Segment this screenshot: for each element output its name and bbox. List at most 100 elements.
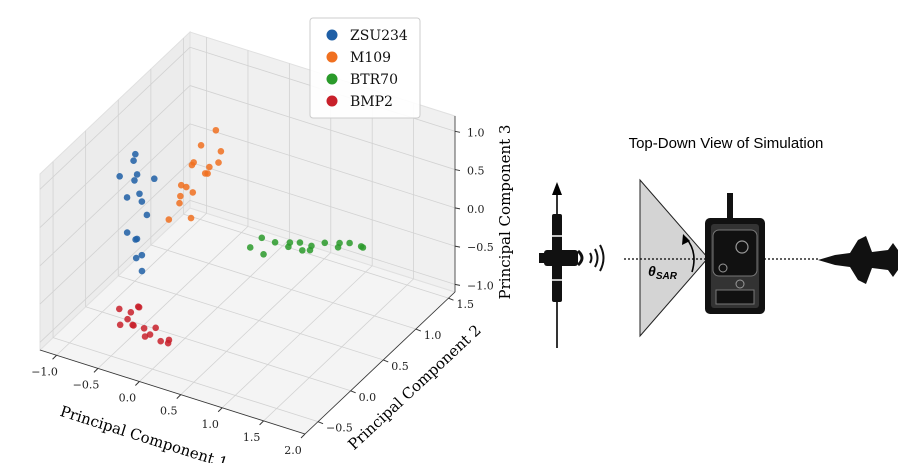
z-tick-label: 0.0 <box>467 203 485 216</box>
grid-line <box>221 265 373 409</box>
x-tick <box>176 394 182 399</box>
point <box>201 170 209 177</box>
jet-icon <box>818 236 898 284</box>
x-tick-label: −1.0 <box>31 365 58 378</box>
grid-line <box>180 252 332 395</box>
point <box>246 244 254 251</box>
grid-line <box>150 244 416 330</box>
scatter-3d: −1.0 −0.5 0.0 0.5 1.0 1.5 2.0 −0.5 0.0 0.5 1.0 1.5 −… <box>31 17 514 463</box>
point <box>306 246 314 254</box>
grid-line <box>97 226 249 369</box>
z-tick-label: 0.5 <box>467 165 485 178</box>
point <box>189 189 197 196</box>
z-tick <box>454 207 461 210</box>
grid-line <box>39 85 191 228</box>
y-tick-label: 0.5 <box>391 360 409 373</box>
point <box>217 147 225 155</box>
x-tick <box>52 354 57 360</box>
x-tick-label: 1.0 <box>201 418 219 431</box>
z-axis-title: Principal Component 3 <box>496 125 514 300</box>
grid-line <box>189 161 456 247</box>
angle-arrow <box>682 234 690 245</box>
point <box>132 150 139 158</box>
grid-line <box>139 239 290 382</box>
point <box>138 251 146 259</box>
z-tick <box>454 169 461 172</box>
point <box>132 236 139 243</box>
point <box>123 194 131 201</box>
z-tick-label: −0.5 <box>467 241 494 254</box>
satellite-icon <box>539 214 584 302</box>
point <box>334 243 342 251</box>
point <box>135 303 143 311</box>
point <box>271 239 279 246</box>
angle-subscript: SAR <box>656 271 678 282</box>
x-tick <box>300 433 306 439</box>
y-tick <box>383 359 389 363</box>
x-tick-label: −0.5 <box>73 378 100 391</box>
point <box>150 175 158 183</box>
grid-line <box>52 337 319 423</box>
tank-icon <box>705 193 765 314</box>
diagram-title: Top-Down View of Simulation <box>629 135 824 152</box>
point <box>152 324 159 332</box>
grid-line <box>56 212 207 356</box>
point <box>215 159 222 166</box>
axis-line <box>304 291 456 435</box>
point <box>140 324 148 332</box>
x-tick-label: 0.0 <box>119 392 137 405</box>
y-tick-label: 0.0 <box>359 391 377 404</box>
x-tick <box>93 368 99 373</box>
point <box>115 305 123 313</box>
legend-box <box>309 17 421 119</box>
arrow-head <box>552 182 562 195</box>
legend: ZSU234 M109 BTR70 BMP2 <box>309 17 421 119</box>
grid-line <box>189 123 456 209</box>
grid-line <box>39 161 191 305</box>
z-tick <box>454 130 461 133</box>
point <box>359 244 367 251</box>
point <box>346 239 353 247</box>
point <box>132 254 140 262</box>
point <box>187 214 195 222</box>
point <box>285 243 292 251</box>
z-tick <box>454 283 461 286</box>
grid-line <box>263 278 414 422</box>
z-tick-label: 1.0 <box>467 126 485 139</box>
point <box>133 171 141 178</box>
point <box>131 177 138 184</box>
point <box>130 157 137 164</box>
point <box>212 126 220 134</box>
legend-marker <box>326 29 338 41</box>
point <box>127 308 135 316</box>
point <box>197 141 205 149</box>
grid-line <box>39 47 191 190</box>
y-tick <box>350 390 356 394</box>
grid-line <box>183 213 449 299</box>
y-tick-label: 1.5 <box>456 298 474 311</box>
x-tick-label: 1.5 <box>243 431 261 444</box>
simulation-diagram: Top-Down View of Simulation θSAR <box>539 135 898 348</box>
radio-waves <box>589 244 605 272</box>
y-tick-label: 1.0 <box>424 329 442 342</box>
legend-label: BMP2 <box>350 94 393 110</box>
point <box>258 234 266 242</box>
x-tick-label: 0.5 <box>160 405 178 418</box>
point <box>296 239 304 246</box>
legend-marker <box>326 51 338 63</box>
point <box>138 198 146 205</box>
x-axis-title: Principal Component 1 <box>58 402 230 463</box>
legend-label: BTR70 <box>350 72 398 88</box>
legend-marker <box>326 73 338 85</box>
legend-marker <box>326 95 338 107</box>
point <box>124 315 131 323</box>
y-tick <box>317 421 324 425</box>
z-tick <box>454 245 461 248</box>
grid-line <box>118 275 384 361</box>
point <box>116 172 123 180</box>
axis-line <box>39 349 306 435</box>
angle-symbol: θ <box>648 263 656 279</box>
x-tick <box>217 407 223 413</box>
grid-line <box>39 123 191 267</box>
